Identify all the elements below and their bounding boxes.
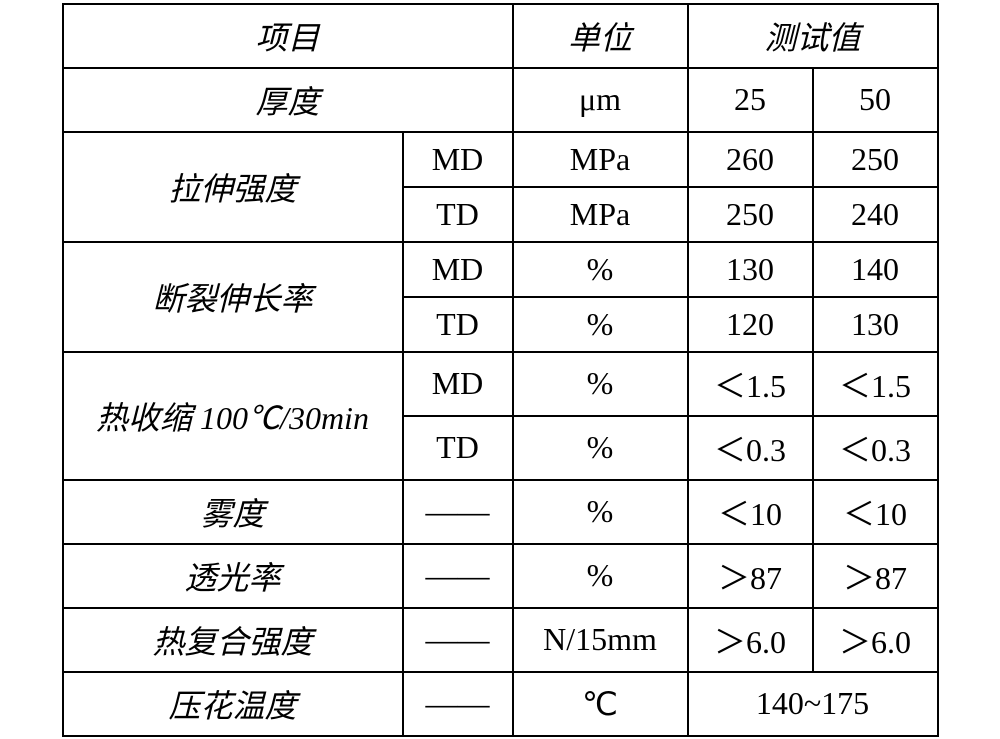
table-row: 热复合强度 —— N/15mm ＞6.0 ＞6.0 xyxy=(63,608,938,672)
transmittance-label: 透光率 xyxy=(63,544,403,608)
tensile-td-dir: TD xyxy=(403,187,513,242)
table-row: 透光率 —— % ＞87 ＞87 xyxy=(63,544,938,608)
elongation-td-v1: 120 xyxy=(688,297,813,352)
tensile-md-v2: 250 xyxy=(813,132,938,187)
thickness-v2: 50 xyxy=(813,68,938,132)
thickness-unit: μm xyxy=(513,68,688,132)
lamination-dash: —— xyxy=(403,608,513,672)
transmittance-v2: ＞87 xyxy=(813,544,938,608)
elongation-td-unit: % xyxy=(513,297,688,352)
elongation-label: 断裂伸长率 xyxy=(63,242,403,352)
emboss-val: 140~175 xyxy=(688,672,938,736)
shrinkage-td-unit: % xyxy=(513,416,688,480)
elongation-td-dir: TD xyxy=(403,297,513,352)
transmittance-dash: —— xyxy=(403,544,513,608)
elongation-md-v2: 140 xyxy=(813,242,938,297)
elongation-td-v2: 130 xyxy=(813,297,938,352)
haze-dash: —— xyxy=(403,480,513,544)
tensile-td-v2: 240 xyxy=(813,187,938,242)
tensile-md-unit: MPa xyxy=(513,132,688,187)
shrinkage-md-unit: % xyxy=(513,352,688,416)
table-row: 压花温度 —— ℃ 140~175 xyxy=(63,672,938,736)
elongation-md-v1: 130 xyxy=(688,242,813,297)
shrinkage-td-dir: TD xyxy=(403,416,513,480)
lamination-label: 热复合强度 xyxy=(63,608,403,672)
header-value: 测试值 xyxy=(688,4,938,68)
emboss-unit: ℃ xyxy=(513,672,688,736)
tensile-td-v1: 250 xyxy=(688,187,813,242)
tensile-md-dir: MD xyxy=(403,132,513,187)
tensile-label: 拉伸强度 xyxy=(63,132,403,242)
tensile-td-unit: MPa xyxy=(513,187,688,242)
shrinkage-md-v2: ＜1.5 xyxy=(813,352,938,416)
elongation-md-dir: MD xyxy=(403,242,513,297)
shrinkage-md-dir: MD xyxy=(403,352,513,416)
table-row: 热收缩 100℃/30min MD % ＜1.5 ＜1.5 xyxy=(63,352,938,416)
header-unit: 单位 xyxy=(513,4,688,68)
table-row: 拉伸强度 MD MPa 260 250 xyxy=(63,132,938,187)
table-row: 断裂伸长率 MD % 130 140 xyxy=(63,242,938,297)
lamination-unit: N/15mm xyxy=(513,608,688,672)
tensile-md-v1: 260 xyxy=(688,132,813,187)
table-row: 雾度 —— % ＜10 ＜10 xyxy=(63,480,938,544)
emboss-dash: —— xyxy=(403,672,513,736)
thickness-v1: 25 xyxy=(688,68,813,132)
shrinkage-label: 热收缩 100℃/30min xyxy=(63,352,403,480)
shrinkage-td-v1: ＜0.3 xyxy=(688,416,813,480)
emboss-label: 压花温度 xyxy=(63,672,403,736)
thickness-label: 厚度 xyxy=(63,68,513,132)
transmittance-unit: % xyxy=(513,544,688,608)
transmittance-v1: ＞87 xyxy=(688,544,813,608)
lamination-v1: ＞6.0 xyxy=(688,608,813,672)
properties-table: 项目 单位 测试值 厚度 μm 25 50 拉伸强度 MD MPa 260 25… xyxy=(62,3,939,737)
header-project: 项目 xyxy=(63,4,513,68)
shrinkage-td-v2: ＜0.3 xyxy=(813,416,938,480)
shrinkage-md-v1: ＜1.5 xyxy=(688,352,813,416)
haze-unit: % xyxy=(513,480,688,544)
haze-v1: ＜10 xyxy=(688,480,813,544)
table-row: 项目 单位 测试值 xyxy=(63,4,938,68)
lamination-v2: ＞6.0 xyxy=(813,608,938,672)
elongation-md-unit: % xyxy=(513,242,688,297)
haze-label: 雾度 xyxy=(63,480,403,544)
haze-v2: ＜10 xyxy=(813,480,938,544)
table-row: 厚度 μm 25 50 xyxy=(63,68,938,132)
